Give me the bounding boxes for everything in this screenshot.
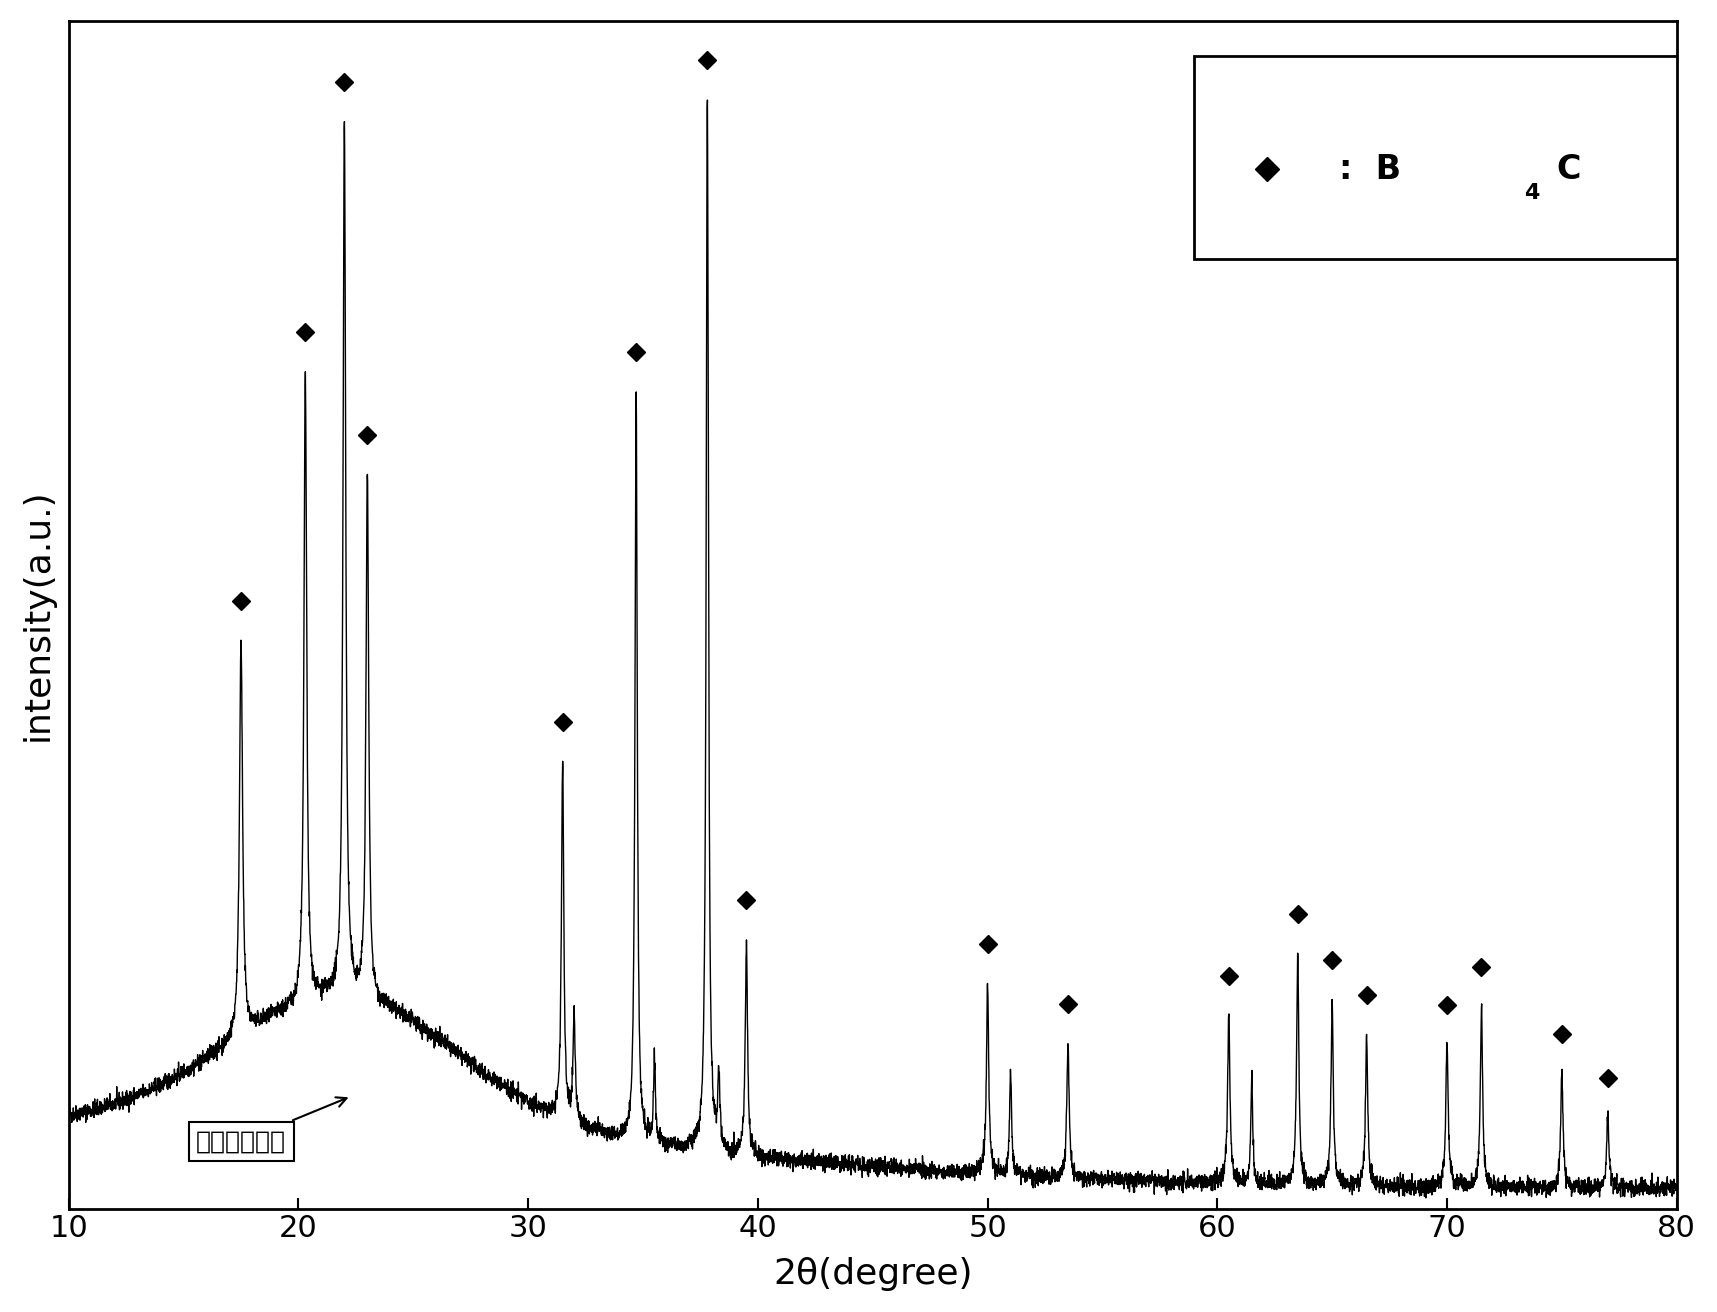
FancyBboxPatch shape: [1195, 56, 1678, 258]
Y-axis label: intensity(a.u.): intensity(a.u.): [21, 489, 55, 741]
Text: C: C: [1556, 154, 1581, 186]
Text: :  B: : B: [1339, 154, 1401, 186]
X-axis label: 2θ(degree): 2θ(degree): [773, 1257, 972, 1291]
Text: 玻瓰非晶态峰: 玻瓰非晶态峰: [196, 1097, 347, 1153]
Text: 4: 4: [1525, 184, 1540, 203]
